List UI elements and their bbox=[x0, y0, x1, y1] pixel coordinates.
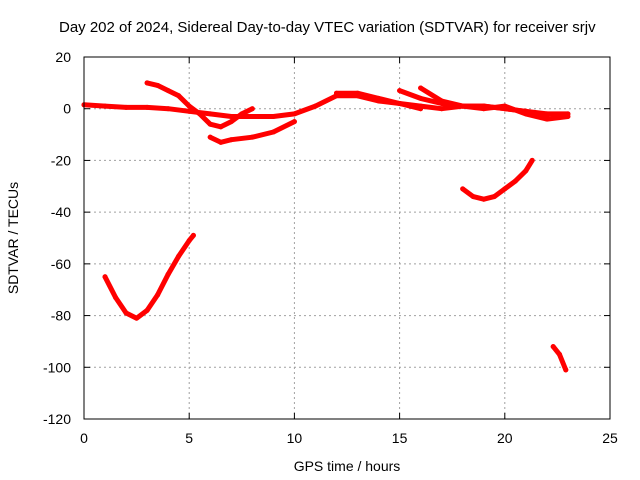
data-point bbox=[113, 294, 119, 300]
tick-layer: 0 5 10 15 20 25 -120 -100 -80 -60 -40 -20 0 20 bbox=[43, 49, 618, 446]
data-point bbox=[144, 104, 150, 110]
y-tick-label: -100 bbox=[43, 359, 71, 375]
y-tick-label: 0 bbox=[63, 101, 71, 117]
data-point bbox=[249, 113, 255, 119]
data-point bbox=[165, 106, 171, 112]
chart-title: Day 202 of 2024, Sidereal Day-to-day VTE… bbox=[59, 19, 596, 36]
x-axis-label: GPS time / hours bbox=[294, 458, 401, 474]
y-tick-label: 20 bbox=[55, 49, 71, 65]
data-point bbox=[502, 103, 508, 109]
data-point bbox=[355, 90, 361, 96]
data-point bbox=[333, 90, 339, 96]
data-point bbox=[460, 186, 466, 192]
data-point bbox=[102, 274, 108, 280]
data-point bbox=[523, 111, 529, 117]
data-point bbox=[418, 85, 424, 91]
data-point bbox=[291, 119, 297, 125]
data-point bbox=[134, 315, 140, 321]
data-point bbox=[144, 80, 150, 86]
data-point bbox=[270, 129, 276, 135]
data-point bbox=[481, 196, 487, 202]
y-axis-label: SDTVAR / TECUs bbox=[5, 182, 21, 294]
plot-frame bbox=[83, 56, 611, 420]
data-point bbox=[207, 111, 213, 117]
series-track-2 bbox=[144, 80, 255, 130]
data-point bbox=[165, 88, 171, 94]
x-tick-label: 15 bbox=[392, 430, 408, 446]
data-point bbox=[102, 103, 108, 109]
data-point bbox=[565, 113, 571, 119]
data-point bbox=[439, 98, 445, 104]
data-point bbox=[218, 124, 224, 130]
data-point bbox=[186, 238, 192, 244]
data-point bbox=[502, 186, 508, 192]
data-point bbox=[155, 292, 161, 298]
data-point bbox=[228, 137, 234, 143]
x-tick-label: 0 bbox=[80, 430, 88, 446]
x-tick-label: 20 bbox=[497, 430, 513, 446]
data-point bbox=[418, 106, 424, 112]
data-point bbox=[439, 106, 445, 112]
data-point bbox=[376, 95, 382, 101]
data-point bbox=[123, 310, 129, 316]
data-point bbox=[397, 88, 403, 94]
y-tick-label: -20 bbox=[51, 152, 71, 168]
data-point bbox=[460, 103, 466, 109]
series-track-8 bbox=[460, 157, 535, 202]
data-point bbox=[270, 113, 276, 119]
data-point bbox=[207, 121, 213, 127]
data-point bbox=[544, 116, 550, 122]
data-point bbox=[491, 194, 497, 200]
data-point bbox=[312, 103, 318, 109]
series-track-7 bbox=[102, 232, 196, 321]
data-point bbox=[186, 103, 192, 109]
data-point bbox=[190, 232, 196, 238]
y-tick-label: -80 bbox=[51, 308, 71, 324]
data-point bbox=[218, 139, 224, 145]
data-point bbox=[407, 103, 413, 109]
data-point bbox=[176, 93, 182, 99]
data-point bbox=[249, 106, 255, 112]
series-track-6 bbox=[418, 85, 571, 122]
y-tick-label: -60 bbox=[51, 256, 71, 272]
x-tick-label: 10 bbox=[287, 430, 303, 446]
data-point bbox=[291, 111, 297, 117]
y-tick-label: -120 bbox=[43, 411, 71, 427]
data-point bbox=[481, 106, 487, 112]
data-point bbox=[207, 134, 213, 140]
data-point bbox=[557, 351, 563, 357]
series-track-9 bbox=[550, 344, 569, 373]
data-point bbox=[523, 168, 529, 174]
data-point bbox=[397, 101, 403, 107]
data-point bbox=[512, 178, 518, 184]
data-point bbox=[550, 344, 556, 350]
data-point bbox=[165, 271, 171, 277]
data-point bbox=[529, 157, 535, 163]
data-point bbox=[176, 253, 182, 259]
data-point bbox=[197, 111, 203, 117]
data-point bbox=[155, 82, 161, 88]
data-point bbox=[418, 95, 424, 101]
data-point bbox=[470, 194, 476, 200]
y-tick-label: -40 bbox=[51, 204, 71, 220]
x-tick-label: 5 bbox=[185, 430, 193, 446]
x-tick-label: 25 bbox=[602, 430, 618, 446]
data-point bbox=[123, 104, 129, 110]
data-point bbox=[144, 307, 150, 313]
series-layer bbox=[81, 80, 571, 373]
data-point bbox=[228, 119, 234, 125]
data-point bbox=[563, 367, 569, 373]
data-point bbox=[249, 134, 255, 140]
data-point bbox=[239, 111, 245, 117]
